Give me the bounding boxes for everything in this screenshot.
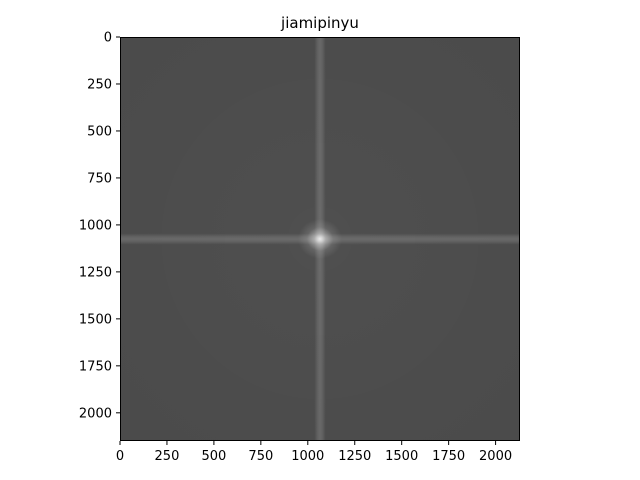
x-tick-label: 750: [248, 449, 273, 464]
x-tick-label: 250: [155, 449, 180, 464]
heatmap-bright-center: [298, 219, 342, 259]
x-tick-label: 500: [201, 449, 226, 464]
y-tick-label: 2000: [79, 406, 112, 421]
y-axis: 0 250 500 750 1000 1250 1500 1750 2000: [79, 31, 120, 421]
x-tick-label: 2000: [479, 449, 512, 464]
x-tick-label: 1000: [291, 449, 324, 464]
y-tick-label: 1500: [79, 312, 112, 327]
y-tick-label: 1000: [79, 218, 112, 233]
y-tick-label: 500: [87, 124, 112, 139]
plot-area: [120, 37, 520, 441]
x-tick-label: 1750: [432, 449, 465, 464]
y-tick-label: 250: [87, 77, 112, 92]
y-tick-label: 1750: [79, 359, 112, 374]
chart-title: jiamipinyu: [280, 14, 359, 32]
y-tick-label: 0: [104, 31, 112, 46]
x-tick-label: 0: [116, 449, 124, 464]
x-tick-label: 1500: [385, 449, 418, 464]
x-axis: 0 250 500 750 1000 1250 1500 1750 2000: [116, 441, 512, 464]
axes-frame: [120, 37, 520, 441]
y-tick-label: 750: [87, 171, 112, 186]
y-tick-label: 1250: [79, 265, 112, 280]
x-tick-label: 1250: [338, 449, 371, 464]
